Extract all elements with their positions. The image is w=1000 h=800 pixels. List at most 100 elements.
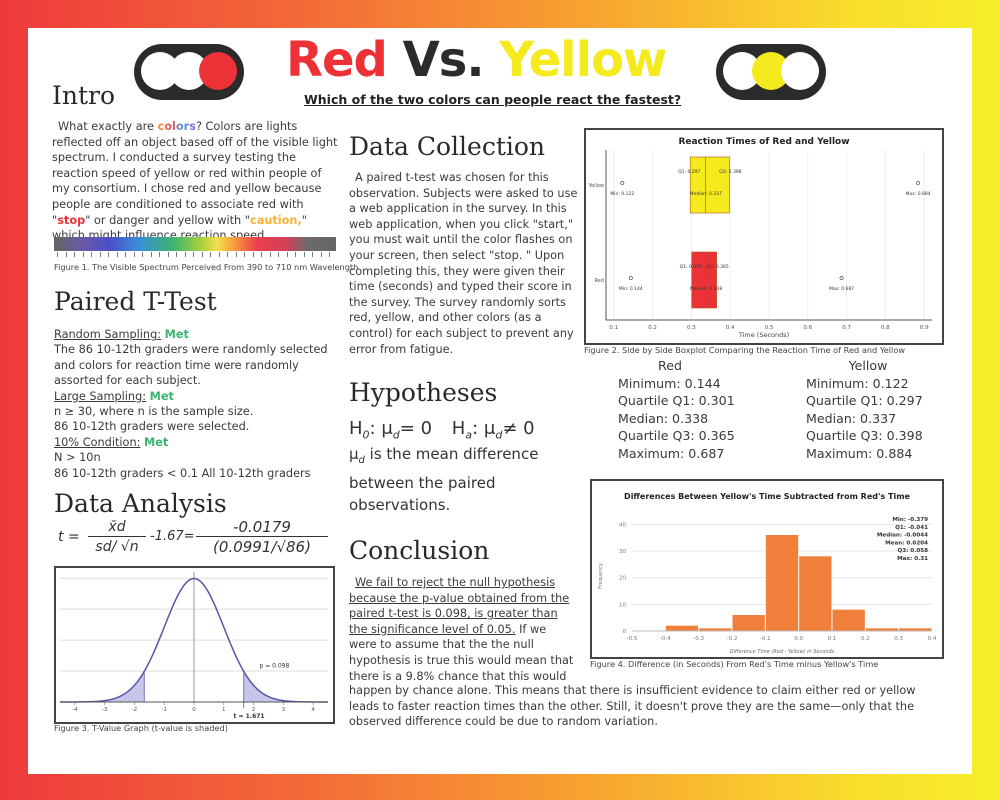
h0-mu: : μ (369, 418, 393, 439)
hypotheses-desc: μd is the mean difference between the pa… (349, 443, 554, 516)
t-value-svg: -4 -3 -2 -1 0 1 2 3 4 p = 0.098 t = 1.671 (59, 572, 329, 720)
x-tick-label: 0.6 (803, 325, 812, 331)
x-tick-label: 0.7 (842, 325, 851, 331)
ten-percent-label: 10% Condition: (54, 435, 141, 449)
ha-d: d (495, 428, 503, 442)
h0-letter: H (349, 418, 363, 439)
title-red: Red (286, 32, 388, 88)
title-yellow: Yellow (499, 32, 667, 88)
shaded-left-tail (60, 671, 145, 702)
shaded-right-tail (243, 671, 328, 702)
figure3-caption: Figure 3. T-Value Graph (t-value is shad… (54, 723, 228, 733)
mu-symbol: μ (349, 445, 359, 463)
random-sampling-status: Met (164, 328, 189, 341)
formula-numerator: x̄d (88, 518, 146, 537)
spectrum-tick (125, 252, 126, 257)
y-tick-label: 40 (619, 522, 626, 528)
x-tick-label: -1 (161, 707, 166, 713)
spectrum-bar (54, 237, 336, 251)
x-axis-label: Difference Time (Red - Yellow) in Second… (730, 649, 835, 655)
bulb-red (199, 52, 237, 90)
median-label: Median: 0.337 (690, 191, 722, 197)
spectrum-tick (184, 252, 186, 257)
spectrum-tick (278, 252, 279, 257)
max-label: Max: 0.687 (829, 286, 854, 292)
spectrum-tick (65, 252, 67, 257)
intro-text-c: " or danger and yellow with " (85, 213, 250, 227)
x-tick-label: -2 (132, 707, 137, 713)
colors-word: colors (157, 120, 196, 133)
caution-word: caution, (250, 213, 302, 227)
formula-numerator-value: -0.0179 (196, 518, 328, 537)
red-max: Maximum: 0.687 (618, 445, 725, 461)
box-red (691, 251, 717, 309)
q1-label: Q1: 0.301 (680, 264, 702, 270)
x-tick-label: 0 (192, 707, 196, 713)
boxplot-title: Reaction Times of Red and Yellow (678, 137, 849, 147)
spectrum-tick (312, 252, 313, 257)
spectrum-tick (261, 252, 262, 257)
ten-percent-status: Met (144, 435, 169, 449)
stat-annotation: Median: -0.0044 (877, 533, 928, 539)
spectrum-tick (210, 252, 211, 257)
yellow-summary-heading: Yellow (848, 358, 888, 373)
x-tick-label: 4 (311, 707, 315, 713)
x-tick-label: 0.5 (765, 325, 774, 331)
min-label: Min: 0.122 (610, 191, 634, 197)
spectrum-tick (329, 252, 330, 257)
subtitle: Which of the two colors can people react… (304, 92, 682, 107)
large-sampling-status: Met (149, 389, 174, 403)
figure4-caption: Figure 4. Difference (in Seconds) From R… (590, 659, 879, 669)
formula-value: -1.67= (150, 529, 195, 544)
ten-percent-text1: N > 10n (54, 451, 101, 465)
boxplot-svg: Reaction Times of Red and Yellow 0.1 0.2 0.… (588, 137, 932, 339)
spectrum-tick (82, 252, 84, 257)
x-tick-label: 0.1 (609, 325, 618, 331)
red-min: Minimum: 0.144 (618, 375, 721, 391)
spectrum-tick (269, 252, 271, 257)
ha-eq: ≠ 0 (502, 418, 535, 439)
histogram-bar (865, 628, 899, 631)
intro-text-b: ? Colors are lights reflected off an obj… (52, 120, 338, 227)
poster: Red Vs. Yellow Which of the two colors c… (28, 28, 972, 774)
y-tick-label: 20 (619, 576, 626, 582)
t-formula: t = x̄d sd/ √n -1.67= -0.0179 (0.0991/√8… (58, 518, 348, 562)
spectrum-tick (295, 252, 296, 257)
spectrum-ticks (54, 252, 336, 260)
h0-sub: 0 (362, 428, 370, 442)
max-point (916, 181, 920, 185)
formula-denominator: sd/ √n (95, 539, 139, 555)
x-tick-label: 0.2 (861, 636, 870, 642)
traffic-light-red-icon (134, 44, 244, 100)
data-collection-heading: Data Collection (349, 132, 546, 161)
q3-label: Q3: 0.398 (719, 169, 741, 175)
y-tick-label: 0 (623, 629, 627, 635)
histogram-bar (699, 628, 732, 631)
spectrum-tick (91, 252, 92, 257)
conclusion-heading: Conclusion (349, 536, 490, 565)
histogram-bar (832, 609, 865, 631)
red-summary-heading: Red (658, 358, 682, 373)
max-label: Max: 0.884 (905, 191, 930, 197)
t-curve (59, 577, 329, 703)
figure2-caption: Figure 2. Side by Side Boxplot Comparing… (584, 345, 906, 355)
red-summary: Red Minimum: 0.144 Quartile Q1: 0.301 Me… (618, 357, 768, 463)
histogram-bar (899, 628, 932, 631)
spectrum-tick (57, 252, 58, 257)
t-value-chart: -4 -3 -2 -1 0 1 2 3 4 p = 0.098 t = 1.671 (54, 566, 335, 724)
random-sampling-text: The 86 10-12th graders were randomly sel… (54, 343, 328, 388)
spectrum-tick (303, 252, 305, 257)
yellow-median: Median: 0.337 (806, 410, 897, 426)
x-tick-label: 0.4 (928, 636, 937, 642)
spectrum-tick (150, 252, 152, 257)
large-sampling-text2: 86 10-12th graders were selected. (54, 420, 250, 434)
ha-mu: : μ (472, 418, 496, 439)
large-sampling-text1: n ≥ 30, where n is the sample size. (54, 405, 254, 419)
spectrum-tick (193, 252, 194, 257)
spectrum-tick (167, 252, 169, 257)
intro-text-a: What exactly are (58, 120, 158, 133)
y-axis-label: Frequency (598, 563, 604, 589)
max-point (839, 276, 844, 280)
x-tick-label: 2 (252, 707, 256, 713)
spectrum-tick (116, 252, 118, 257)
